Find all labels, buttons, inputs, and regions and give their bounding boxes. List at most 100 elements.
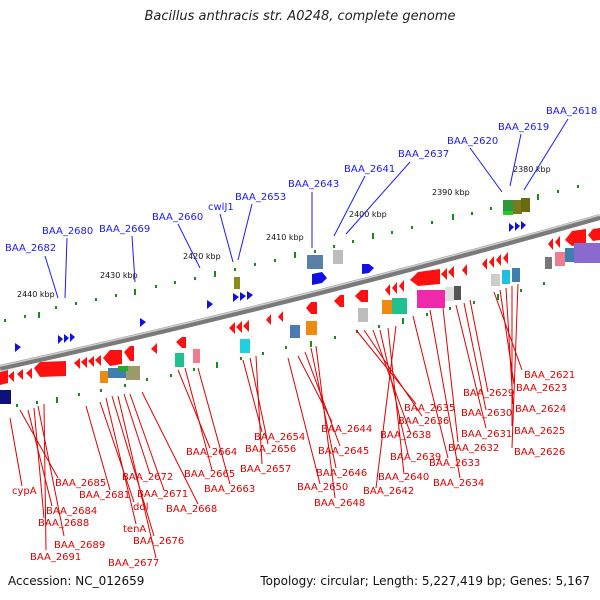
gene-arrow[interactable] <box>151 343 157 354</box>
gene-label[interactable]: BAA_2638 <box>380 430 431 441</box>
gene-label[interactable]: BAA_2621 <box>524 370 575 381</box>
gene-label[interactable]: ddl <box>133 502 148 513</box>
gene-label[interactable]: BAA_2654 <box>254 432 305 443</box>
gene-arrow[interactable] <box>247 291 253 300</box>
gene-label[interactable]: cypA <box>12 486 37 497</box>
gene-label[interactable]: BAA_2653 <box>235 192 286 203</box>
gene-label[interactable]: BAA_2630 <box>461 408 512 419</box>
gene-arrow[interactable] <box>233 293 239 302</box>
gene-label[interactable]: cwlJ1 <box>208 202 234 213</box>
gene-label[interactable]: BAA_2642 <box>363 486 414 497</box>
gene-arrow[interactable] <box>81 357 87 368</box>
gene-arrow[interactable] <box>385 284 390 296</box>
gene-label[interactable]: BAA_2620 <box>447 136 498 147</box>
gene-arrow[interactable] <box>236 321 242 333</box>
gene-arrow[interactable] <box>207 300 213 309</box>
gene-arrow[interactable] <box>482 258 487 270</box>
gene-arrow[interactable] <box>176 337 186 348</box>
gene-arrow[interactable] <box>278 311 283 322</box>
gene-arrow[interactable] <box>124 346 134 361</box>
gene-label[interactable]: BAA_2643 <box>288 179 339 190</box>
gene-arrow[interactable] <box>441 268 447 280</box>
gene-label[interactable]: BAA_2676 <box>133 536 184 547</box>
gene-arrow[interactable] <box>240 292 246 301</box>
gene-arrow[interactable] <box>17 369 23 380</box>
gene-label[interactable]: BAA_2636 <box>398 416 449 427</box>
gene-label[interactable]: BAA_2657 <box>240 464 291 475</box>
gene-arrow[interactable] <box>8 371 14 382</box>
gene-label[interactable]: BAA_2681 <box>79 490 130 501</box>
gene-arrow[interactable] <box>410 269 440 286</box>
gene-label[interactable]: tenA <box>123 524 146 535</box>
gene-label[interactable]: BAA_2656 <box>245 444 296 455</box>
gene-arrow[interactable] <box>58 335 63 344</box>
gene-label[interactable]: BAA_2623 <box>516 383 567 394</box>
gene-label[interactable]: BAA_2644 <box>321 424 372 435</box>
gene-label[interactable]: BAA_2631 <box>461 429 512 440</box>
gene-label[interactable]: BAA_2660 <box>152 212 203 223</box>
gene-label[interactable]: BAA_2637 <box>398 149 449 160</box>
gene-arrow[interactable] <box>448 266 454 278</box>
gene-arrow[interactable] <box>0 370 8 385</box>
gene-arrow[interactable] <box>243 320 249 332</box>
gene-arrow[interactable] <box>355 290 368 302</box>
gene-arrow[interactable] <box>229 322 235 334</box>
gene-label[interactable]: BAA_2648 <box>314 498 365 509</box>
gene-label[interactable]: BAA_2680 <box>42 226 93 237</box>
gene-arrow[interactable] <box>548 238 553 250</box>
gene-label[interactable]: BAA_2677 <box>108 558 159 569</box>
gene-arrow[interactable] <box>34 361 66 377</box>
gene-label[interactable]: BAA_2682 <box>5 243 56 254</box>
gene-arrow[interactable] <box>15 343 21 352</box>
gene-label[interactable]: BAA_2635 <box>404 403 455 414</box>
gene-label[interactable]: BAA_2685 <box>55 478 106 489</box>
gene-label[interactable]: BAA_2640 <box>378 472 429 483</box>
gene-arrow[interactable] <box>334 295 344 307</box>
gene-label[interactable]: BAA_2664 <box>186 447 237 458</box>
gene-arrow[interactable] <box>312 272 327 285</box>
gene-label[interactable]: BAA_2663 <box>204 484 255 495</box>
gene-label[interactable]: BAA_2629 <box>463 388 514 399</box>
gene-arrow[interactable] <box>95 355 101 366</box>
gene-label[interactable]: BAA_2672 <box>122 472 173 483</box>
gene-label[interactable]: BAA_2691 <box>30 552 81 563</box>
gene-label[interactable]: BAA_2650 <box>297 482 348 493</box>
gene-arrow[interactable] <box>555 236 560 248</box>
gene-arrow[interactable] <box>462 264 467 276</box>
gene-arrow[interactable] <box>509 223 514 232</box>
gene-arrow[interactable] <box>392 282 397 294</box>
gene-label[interactable]: BAA_2632 <box>448 443 499 454</box>
gene-label[interactable]: BAA_2669 <box>99 224 150 235</box>
gene-arrow[interactable] <box>306 302 317 314</box>
gene-label[interactable]: BAA_2639 <box>390 452 441 463</box>
gene-arrow[interactable] <box>103 350 122 366</box>
gene-label[interactable]: BAA_2619 <box>498 122 549 133</box>
gene-label[interactable]: BAA_2641 <box>344 164 395 175</box>
gene-arrow[interactable] <box>140 318 146 327</box>
gene-arrow[interactable] <box>496 254 501 266</box>
gene-arrow[interactable] <box>565 229 586 246</box>
gene-label[interactable]: BAA_2688 <box>38 518 89 529</box>
gene-arrow[interactable] <box>521 221 526 230</box>
gene-label[interactable]: BAA_2665 <box>184 469 235 480</box>
gene-label[interactable]: BAA_2684 <box>46 506 97 517</box>
gene-arrow[interactable] <box>399 280 404 292</box>
gene-label[interactable]: BAA_2671 <box>137 489 188 500</box>
gene-label[interactable]: BAA_2626 <box>514 447 565 458</box>
gene-label[interactable]: BAA_2645 <box>318 446 369 457</box>
gene-label[interactable]: BAA_2618 <box>546 106 597 117</box>
gene-arrow[interactable] <box>70 333 75 342</box>
gene-arrow[interactable] <box>489 256 494 268</box>
gene-arrow[interactable] <box>515 222 520 231</box>
gene-arrow[interactable] <box>88 356 94 367</box>
gene-arrow[interactable] <box>74 358 80 369</box>
gene-label[interactable]: BAA_2646 <box>316 468 367 479</box>
gene-arrow[interactable] <box>64 334 69 343</box>
gene-arrow[interactable] <box>588 228 600 241</box>
gene-arrow[interactable] <box>266 314 271 325</box>
gene-arrow[interactable] <box>362 264 374 274</box>
gene-label[interactable]: BAA_2689 <box>54 540 105 551</box>
gene-label[interactable]: BAA_2624 <box>515 404 566 415</box>
gene-label[interactable]: BAA_2634 <box>433 478 484 489</box>
gene-arrow[interactable] <box>26 368 32 379</box>
